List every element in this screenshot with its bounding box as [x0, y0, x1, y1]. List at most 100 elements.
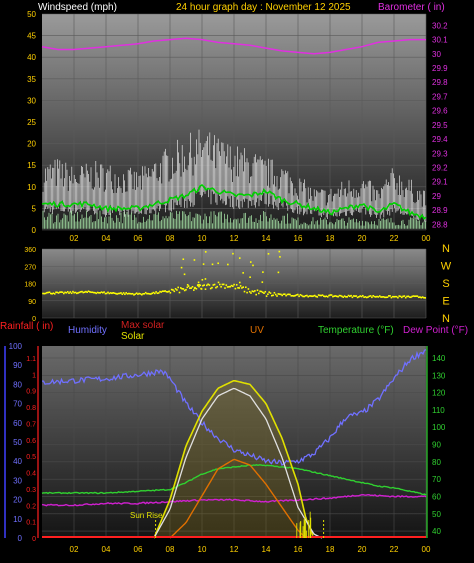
- humidity-tick-label: 70: [13, 400, 22, 409]
- direction-point: [48, 291, 51, 294]
- direction-point: [320, 294, 322, 297]
- direction-point: [91, 291, 94, 294]
- direction-point: [363, 296, 365, 299]
- direction-point: [190, 287, 192, 289]
- direction-point: [182, 258, 185, 261]
- direction-point: [70, 292, 73, 295]
- direction-point: [267, 253, 270, 255]
- direction-point: [228, 285, 230, 288]
- direction-point: [251, 290, 254, 292]
- direction-point: [74, 291, 77, 294]
- direction-point: [280, 293, 282, 296]
- humidity-tick-label: 40: [13, 457, 22, 466]
- humidity-tick-label: 20: [13, 496, 22, 505]
- temp-tick-label: 100: [432, 423, 446, 432]
- temp-tick-label: 40: [432, 527, 441, 536]
- direction-point: [369, 295, 372, 297]
- direction-point: [142, 293, 144, 295]
- direction-point: [165, 290, 168, 293]
- barometer-axis-title: Barometer ( in): [378, 2, 445, 13]
- direction-point: [180, 266, 183, 269]
- direction-point: [185, 288, 187, 291]
- direction-point: [395, 295, 398, 298]
- direction-point: [411, 295, 413, 298]
- direction-point: [224, 287, 226, 289]
- direction-point: [181, 287, 183, 290]
- direction-point: [277, 293, 280, 295]
- direction-point: [317, 294, 320, 296]
- rain-tick-label: 1: [32, 372, 36, 379]
- direction-point: [102, 291, 104, 294]
- direction-point: [46, 291, 48, 294]
- direction-point: [95, 292, 98, 295]
- direction-point: [238, 257, 241, 259]
- x-tick-label: 00: [422, 234, 431, 243]
- direction-point: [343, 295, 346, 297]
- y2-tick-label: 28.8: [432, 220, 448, 229]
- direction-point: [388, 295, 390, 297]
- direction-point: [69, 291, 72, 293]
- direction-point: [183, 273, 186, 276]
- direction-point: [423, 296, 425, 299]
- direction-point: [246, 291, 248, 294]
- direction-point: [364, 296, 367, 298]
- direction-point: [159, 290, 161, 293]
- temp-tick-label: 60: [432, 492, 441, 501]
- direction-point: [103, 291, 105, 293]
- direction-point: [89, 291, 91, 293]
- direction-point: [404, 296, 407, 299]
- x-tick-label: 10: [198, 545, 207, 554]
- humidity-tick-label: 100: [9, 342, 23, 351]
- temp-tick-label: 130: [432, 371, 446, 380]
- legend-solar: Solar: [121, 331, 145, 342]
- direction-point: [350, 294, 352, 297]
- direction-point: [126, 293, 129, 295]
- direction-point: [61, 291, 64, 294]
- direction-point: [169, 291, 172, 294]
- chart3-legend: Rainfall ( in) Humidity Max solar Solar …: [0, 320, 468, 342]
- direction-point: [143, 292, 146, 295]
- humidity-tick-label: 10: [13, 515, 22, 524]
- direction-point: [76, 292, 78, 295]
- direction-point: [51, 292, 53, 295]
- x-tick-label: 12: [230, 545, 239, 554]
- direction-point: [371, 296, 373, 299]
- x-tick-label: 22: [390, 545, 399, 554]
- x-tick-label: 18: [326, 545, 335, 554]
- direction-point: [338, 294, 341, 297]
- direction-point: [148, 293, 151, 295]
- direction-point: [386, 296, 389, 298]
- direction-point: [230, 284, 233, 287]
- direction-point: [81, 290, 83, 293]
- direction-point: [87, 290, 90, 293]
- direction-point: [293, 295, 295, 297]
- direction-point: [209, 287, 212, 290]
- direction-point: [211, 263, 214, 266]
- direction-point: [278, 250, 281, 253]
- direction-point: [284, 293, 286, 295]
- direction-point: [381, 296, 384, 298]
- direction-point: [342, 296, 345, 298]
- y-tick-label: 180: [24, 282, 36, 289]
- direction-point: [294, 294, 296, 297]
- direction-point: [315, 295, 317, 298]
- direction-point: [336, 295, 338, 298]
- direction-point: [242, 286, 244, 288]
- direction-point: [271, 294, 273, 297]
- direction-point: [252, 264, 254, 267]
- direction-point: [204, 278, 207, 280]
- direction-point: [216, 285, 218, 288]
- direction-point: [118, 292, 121, 295]
- y2-tick-label: 30: [432, 50, 441, 59]
- direction-point: [300, 294, 303, 297]
- direction-point: [44, 292, 47, 295]
- direction-point: [356, 296, 359, 299]
- direction-point: [316, 296, 319, 298]
- direction-point: [321, 294, 324, 296]
- direction-point: [394, 295, 397, 298]
- direction-point: [263, 292, 265, 294]
- direction-point: [365, 296, 368, 299]
- direction-point: [66, 290, 69, 293]
- direction-point: [397, 296, 399, 299]
- rain-tick-label: 0.1: [26, 520, 36, 527]
